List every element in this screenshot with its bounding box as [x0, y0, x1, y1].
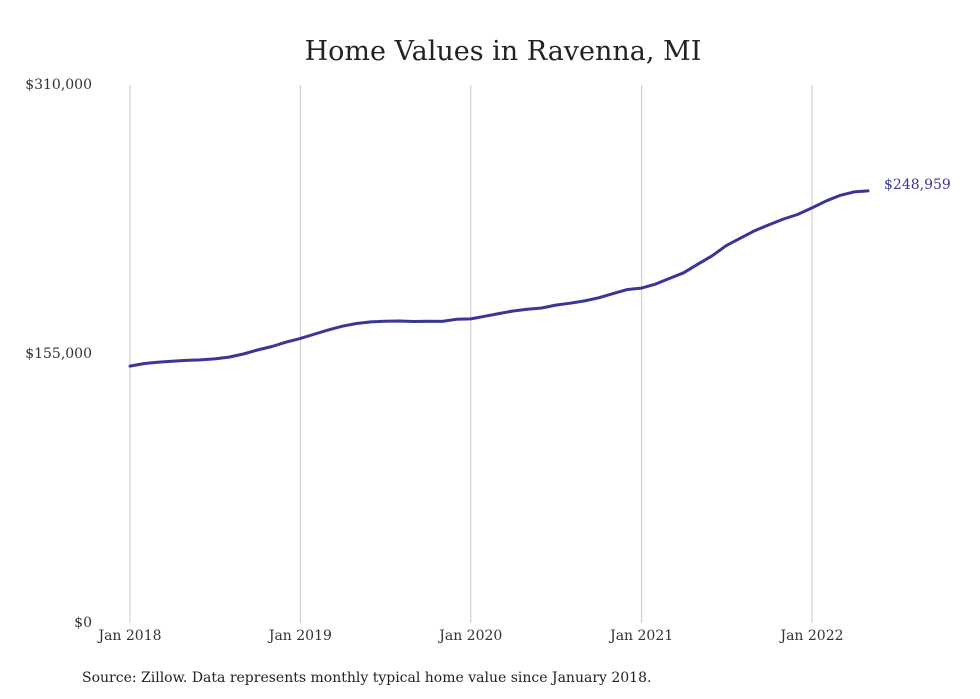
series-layer — [128, 189, 870, 368]
x-tick-label-2: Jan 2020 — [437, 628, 502, 644]
x-tick-label-3: Jan 2021 — [608, 628, 673, 644]
series-line-0 — [128, 189, 870, 368]
y-tick-label-0: $310,000 — [25, 77, 92, 93]
source-note: Source: Zillow. Data represents monthly … — [82, 670, 651, 686]
x-tick-label-0: Jan 2018 — [96, 628, 161, 644]
y-tick-label-2: $0 — [74, 615, 92, 631]
gridlines — [129, 85, 813, 623]
y-tick-label-1: $155,000 — [25, 346, 92, 362]
x-tick-label-4: Jan 2022 — [778, 628, 843, 644]
y-axis-ticks: $310,000 $155,000 $0 — [25, 77, 92, 631]
chart-title: Home Values in Ravenna, MI — [305, 36, 702, 67]
x-axis-ticks: Jan 2018 Jan 2019 Jan 2020 Jan 2021 Jan 2022 — [96, 628, 843, 644]
x-tick-label-1: Jan 2019 — [267, 628, 332, 644]
last-value-label: $248,959 — [884, 177, 951, 193]
